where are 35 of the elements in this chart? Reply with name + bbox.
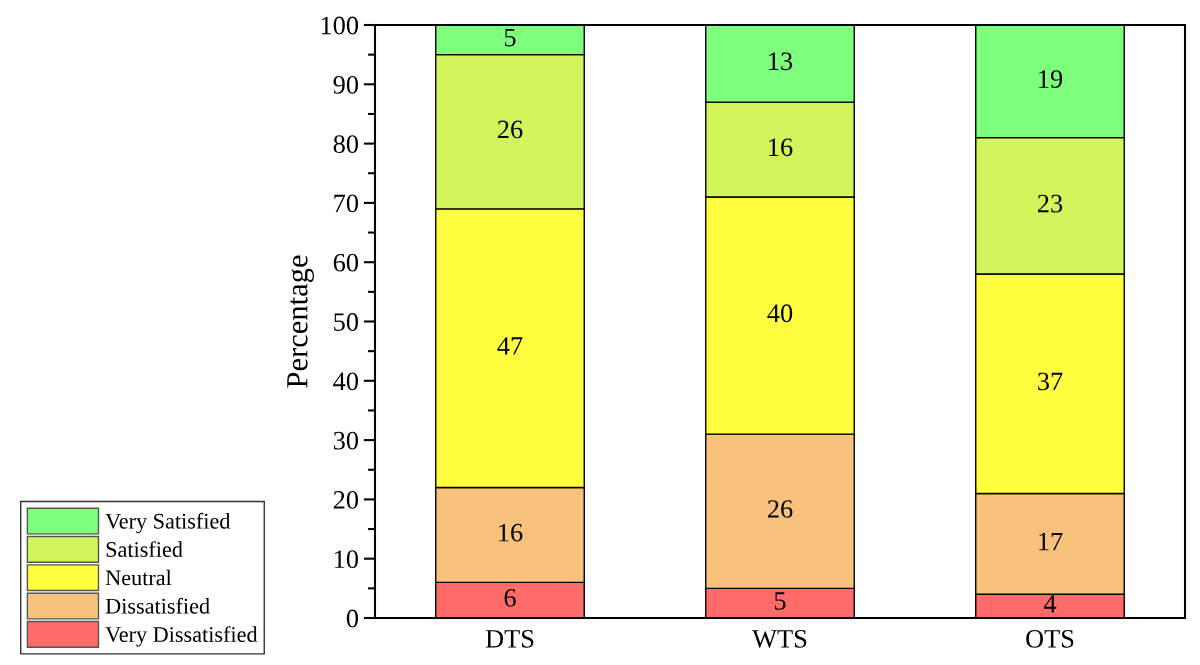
x-tick-label: WTS xyxy=(752,629,807,648)
data-label: 5 xyxy=(504,28,516,47)
legend-label: Very Dissatisfied xyxy=(105,626,258,647)
x-tick-label: DTS xyxy=(485,629,534,648)
data-label: 13 xyxy=(769,52,793,71)
legend-label: Neutral xyxy=(105,569,172,586)
data-label: 17 xyxy=(1039,532,1063,551)
data-label: 40 xyxy=(767,304,793,323)
y-tick-label: 70 xyxy=(334,194,359,213)
y-tick-label: 90 xyxy=(333,75,359,94)
y-tick-label: 80 xyxy=(333,135,359,154)
y-tick-label: 30 xyxy=(333,431,359,450)
y-tick-label: 40 xyxy=(333,372,359,391)
legend-label: Very Satisfied xyxy=(105,512,231,534)
data-label: 4 xyxy=(1043,595,1057,613)
legend-label: Satisfied xyxy=(106,541,183,557)
y-tick-label: 50 xyxy=(334,313,359,331)
data-label: 26 xyxy=(497,120,523,139)
y-tick-label: 10 xyxy=(334,550,359,569)
data-label: 16 xyxy=(499,523,523,542)
data-label: 6 xyxy=(504,589,516,607)
data-label: 5 xyxy=(774,592,786,610)
data-label: 16 xyxy=(769,138,793,157)
data-label: 47 xyxy=(497,337,523,355)
y-axis-title: Percentage xyxy=(287,255,314,388)
y-tick-label: 0 xyxy=(346,609,359,628)
data-label: 37 xyxy=(1038,372,1063,391)
y-tick-label: 100 xyxy=(321,16,359,35)
y-tick-label: 20 xyxy=(333,491,359,509)
data-label: 23 xyxy=(1037,194,1063,213)
data-label: 19 xyxy=(1039,70,1063,88)
x-tick-label: OTS xyxy=(1026,629,1074,648)
legend-label: Dissatisfied xyxy=(105,597,210,614)
y-tick-label: 60 xyxy=(333,253,359,272)
data-label: 26 xyxy=(767,500,793,518)
